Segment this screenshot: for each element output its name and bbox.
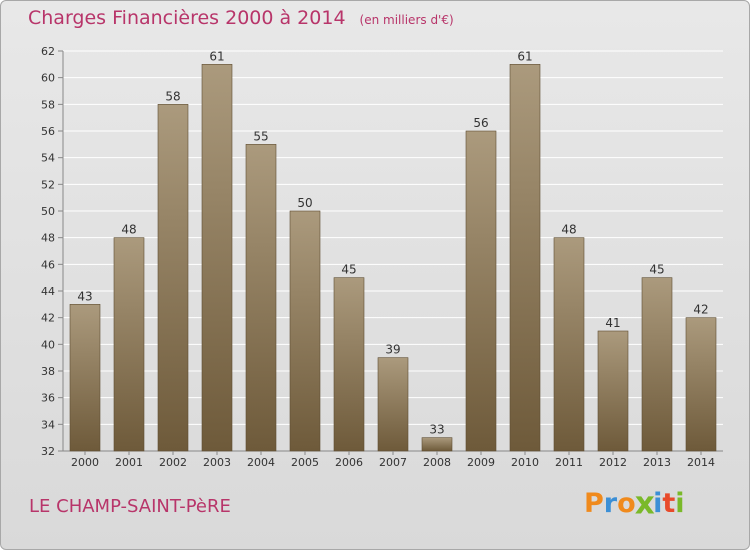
- bar: [421, 437, 453, 452]
- y-tick-label: 48: [41, 232, 55, 245]
- logo-letter: i: [675, 488, 685, 519]
- data-label: 50: [297, 196, 312, 210]
- commune-name: LE CHAMP-SAINT-PèRE: [29, 496, 231, 517]
- bar: [157, 104, 189, 452]
- data-label: 45: [341, 263, 356, 277]
- chart-title: Charges Financières 2000 à 2014 (en milli…: [28, 7, 454, 29]
- logo-letter: x: [634, 485, 655, 522]
- proxiti-logo[interactable]: Proxiti: [584, 485, 685, 522]
- x-tick-label: 2014: [687, 456, 715, 469]
- x-tick-label: 2010: [511, 456, 539, 469]
- y-tick-label: 42: [41, 312, 55, 325]
- y-tick-label: 40: [41, 338, 55, 351]
- bar: [333, 277, 365, 452]
- bar: [641, 277, 673, 452]
- x-tick-label: 2007: [379, 456, 407, 469]
- data-label: 48: [121, 223, 136, 237]
- bar: [597, 330, 629, 452]
- x-axis: 2000 2001 2002 2003 2004 2005 2006 2007 2008 2009…: [71, 451, 715, 469]
- bar: [289, 210, 321, 452]
- bar: [685, 317, 717, 452]
- data-labels: 43 48 58 61 55 50 45 39 33 56 61 48 41 45 42: [77, 49, 708, 436]
- bar: [377, 357, 409, 452]
- x-tick-label: 2000: [71, 456, 99, 469]
- x-tick-label: 2006: [335, 456, 363, 469]
- data-label: 45: [649, 263, 664, 277]
- data-label: 33: [429, 423, 444, 437]
- y-tick-label: 58: [41, 98, 55, 111]
- y-tick-label: 56: [41, 125, 55, 138]
- logo-letter: o: [617, 488, 636, 519]
- x-tick-label: 2008: [423, 456, 451, 469]
- bars: [69, 64, 717, 452]
- data-label: 61: [517, 49, 532, 63]
- x-tick-label: 2003: [203, 456, 231, 469]
- x-tick-label: 2002: [159, 456, 187, 469]
- y-tick-label: 36: [41, 392, 55, 405]
- x-tick-label: 2011: [555, 456, 583, 469]
- x-tick-label: 2001: [115, 456, 143, 469]
- data-label: 41: [605, 316, 620, 330]
- bar: [465, 130, 497, 452]
- y-tick-label: 32: [41, 445, 55, 458]
- data-label: 48: [561, 223, 576, 237]
- data-label: 61: [209, 49, 224, 63]
- chart-unit: (en milliers d'€): [359, 13, 454, 27]
- y-tick-label: 52: [41, 178, 55, 191]
- y-tick-label: 62: [41, 45, 55, 58]
- data-label: 39: [385, 343, 400, 357]
- bar: [509, 64, 541, 452]
- y-tick-label: 60: [41, 72, 55, 85]
- logo-letter: t: [662, 488, 676, 519]
- logo-letter: P: [584, 488, 604, 519]
- data-label: 56: [473, 116, 488, 130]
- bar: [113, 237, 145, 452]
- data-label: 58: [165, 89, 180, 103]
- y-tick-label: 54: [41, 152, 55, 165]
- y-tick-label: 38: [41, 365, 55, 378]
- bar: [201, 64, 233, 452]
- logo-letter: i: [653, 488, 663, 519]
- y-tick-label: 46: [41, 258, 55, 271]
- x-tick-label: 2013: [643, 456, 671, 469]
- logo-letter: r: [603, 488, 618, 519]
- x-tick-label: 2012: [599, 456, 627, 469]
- data-label: 42: [693, 303, 708, 317]
- y-tick-label: 44: [41, 285, 55, 298]
- bar: [69, 304, 101, 452]
- data-label: 43: [77, 289, 92, 303]
- chart-title-text: Charges Financières 2000 à 2014: [28, 7, 346, 29]
- bar: [245, 144, 277, 452]
- data-label: 55: [253, 129, 268, 143]
- x-tick-label: 2004: [247, 456, 275, 469]
- x-tick-label: 2009: [467, 456, 495, 469]
- bar: [553, 237, 585, 452]
- x-tick-label: 2005: [291, 456, 319, 469]
- y-tick-label: 50: [41, 205, 55, 218]
- y-tick-label: 34: [41, 418, 55, 431]
